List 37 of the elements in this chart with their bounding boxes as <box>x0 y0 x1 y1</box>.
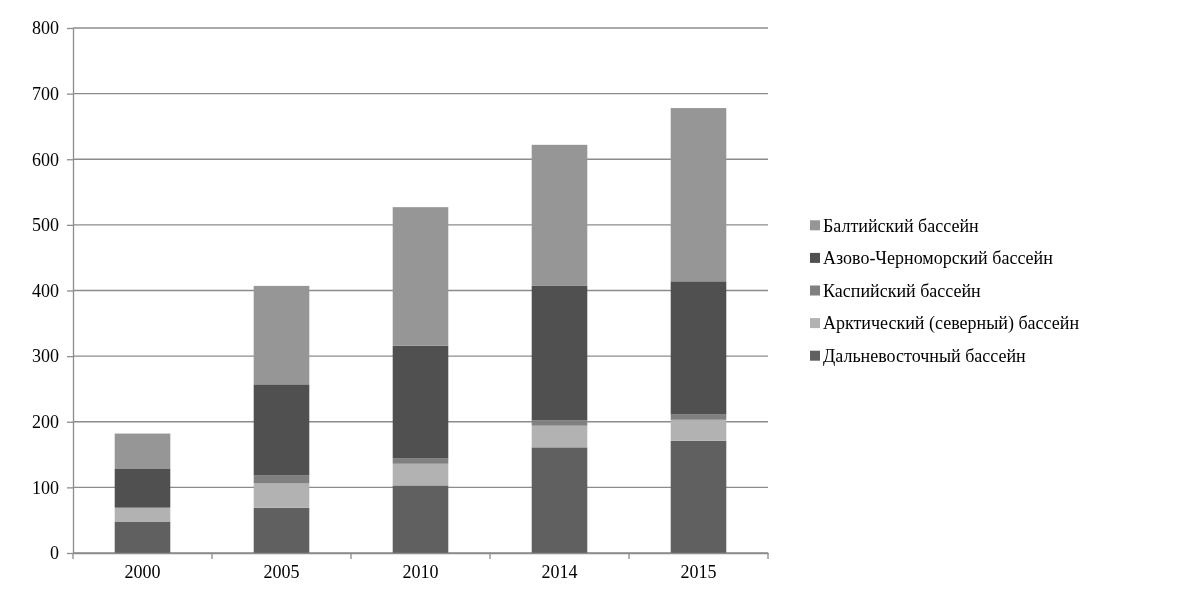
y-tick-label: 100 <box>32 477 59 498</box>
bar <box>531 425 588 448</box>
bar <box>114 508 171 522</box>
y-tick-label: 800 <box>32 18 59 39</box>
bar <box>670 414 727 420</box>
y-tick-label: 300 <box>32 346 59 367</box>
x-tick-label: 2015 <box>680 561 717 582</box>
legend-label: Каспийский бассейн <box>823 280 982 301</box>
bar <box>392 463 449 486</box>
bar <box>531 285 588 421</box>
bar <box>392 485 449 553</box>
legend-label: Балтийский бассейн <box>823 215 980 236</box>
legend-label: Азово-Черноморский бассейн <box>823 248 1054 269</box>
bar <box>392 345 449 459</box>
bar <box>114 469 171 508</box>
bar <box>670 440 727 553</box>
bar <box>253 384 310 476</box>
bar <box>114 433 171 469</box>
bar <box>253 483 310 508</box>
x-tick-label: 2014 <box>541 561 578 582</box>
bar <box>392 458 449 464</box>
y-tick-label: 600 <box>32 149 59 170</box>
bar <box>253 507 310 553</box>
bar <box>670 281 727 415</box>
x-tick-label: 2000 <box>124 561 161 582</box>
bar <box>531 447 588 553</box>
legend-label: Арктический (северный) бассейн <box>823 313 1080 335</box>
y-tick-label: 0 <box>50 543 59 564</box>
bar <box>114 521 171 553</box>
y-tick-label: 700 <box>32 83 59 104</box>
x-tick-label: 2005 <box>263 561 300 582</box>
y-tick-label: 500 <box>32 215 59 236</box>
bar <box>670 419 727 441</box>
x-tick-label: 2010 <box>402 561 439 582</box>
legend-label: Дальневосточный бассейн <box>823 346 1027 366</box>
y-tick-label: 200 <box>32 412 59 433</box>
y-tick-label: 400 <box>32 280 59 301</box>
